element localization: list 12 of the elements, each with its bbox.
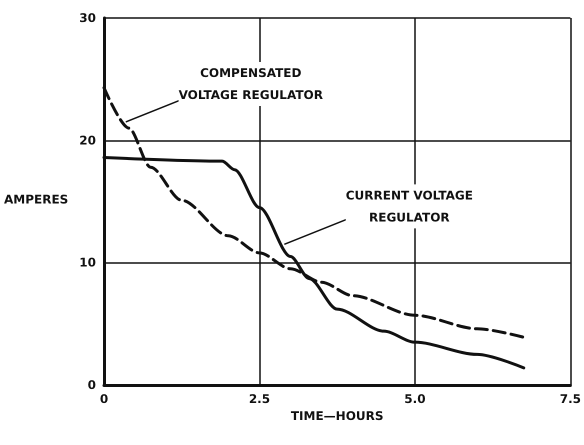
y-tick-label: 20 — [79, 133, 96, 148]
annotation: COMPENSATED VOLTAGE REGULATOR — [178, 66, 323, 102]
y-tick-label: 30 — [79, 11, 96, 25]
y-tick-label: 0 — [88, 378, 96, 392]
x-tick-label: 2.5 — [248, 392, 270, 406]
x-tick-label: 7.5 — [560, 392, 582, 406]
annotation: CURRENT VOLTAGE REGULATOR — [346, 188, 473, 224]
x-tick-label: 5.0 — [404, 392, 426, 406]
y-axis-title: AMPERES — [4, 192, 68, 206]
x-axis-title: TIME—HOURS — [290, 408, 384, 423]
y-tick-label: 10 — [79, 256, 96, 270]
x-tick-label: 0 — [100, 392, 108, 406]
